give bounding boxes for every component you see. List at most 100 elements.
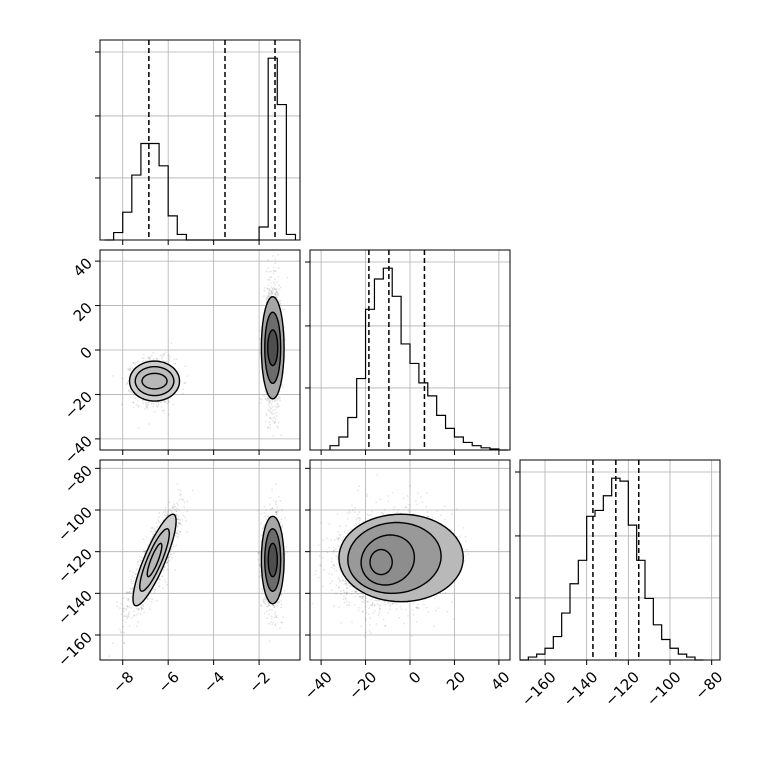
scatter-point <box>276 405 279 408</box>
scatter-point <box>179 530 181 533</box>
scatter-point <box>265 414 268 417</box>
scatter-point <box>259 397 262 400</box>
scatter-point <box>280 518 283 521</box>
scatter-point <box>276 402 279 405</box>
scatter-point <box>177 515 180 518</box>
scatter-point <box>123 607 125 610</box>
scatter-point <box>275 288 278 291</box>
scatter-point <box>272 288 274 291</box>
scatter-point <box>130 390 133 393</box>
scatter-point <box>164 401 167 404</box>
scatter-point <box>272 255 274 257</box>
scatter-point <box>149 540 152 542</box>
scatter-point <box>108 655 111 657</box>
scatter-point <box>116 605 119 608</box>
scatter-point <box>145 402 147 405</box>
scatter-point <box>268 613 270 616</box>
scatter-point <box>129 369 132 372</box>
scatter-point <box>274 262 277 265</box>
scatter-point <box>276 604 278 607</box>
scatter-point <box>163 400 166 402</box>
scatter-point <box>146 359 149 362</box>
scatter-point <box>132 401 135 403</box>
scatter-point <box>266 287 269 290</box>
scatter-point <box>130 606 133 609</box>
scatter-point <box>148 359 151 362</box>
scatter-point <box>275 291 278 294</box>
scatter-point <box>279 396 281 399</box>
scatter-point <box>135 573 138 576</box>
scatter-point <box>280 621 283 624</box>
scatter-point <box>161 355 164 358</box>
scatter-point <box>141 556 143 559</box>
scatter-point <box>272 621 275 624</box>
scatter-point <box>259 338 261 340</box>
density-fill <box>142 373 167 389</box>
scatter-point <box>275 513 278 516</box>
scatter-point <box>280 434 283 437</box>
scatter-point <box>268 409 271 412</box>
scatter-point <box>265 298 268 301</box>
scatter-point <box>130 580 133 583</box>
scatter-point <box>181 519 184 521</box>
y-tick-label: −140 <box>54 587 96 629</box>
panel-frame <box>99 39 301 241</box>
scatter-point <box>267 284 269 287</box>
scatter-point <box>134 363 137 366</box>
scatter-point <box>274 270 277 272</box>
scatter-point <box>143 611 146 614</box>
scatter-point <box>274 421 277 423</box>
scatter-point <box>120 403 123 406</box>
scatter-point <box>127 389 130 392</box>
scatter-point <box>121 377 124 380</box>
scatter-point <box>164 566 167 569</box>
contour-line <box>134 366 175 397</box>
scatter-point <box>277 294 280 296</box>
scatter-point <box>271 293 273 295</box>
scatter-point <box>276 293 279 296</box>
scatter-point <box>268 400 271 402</box>
scatter-point <box>270 290 273 292</box>
scatter-point <box>271 292 273 294</box>
scatter-point <box>143 353 145 356</box>
scatter-point <box>182 392 185 395</box>
scatter-point <box>141 357 144 359</box>
x-tick-label: −100 <box>643 668 685 710</box>
density-fill <box>135 366 174 396</box>
scatter-point <box>271 413 274 416</box>
scatter-point <box>278 405 280 407</box>
scatter-point <box>126 382 129 385</box>
scatter-point <box>135 614 138 616</box>
scatter-point <box>268 421 271 424</box>
scatter-point <box>173 503 176 506</box>
scatter-point <box>275 290 278 292</box>
scatter-point <box>155 358 158 360</box>
histogram-panel-p0 <box>95 39 301 245</box>
scatter-point <box>174 362 177 365</box>
scatter-point <box>167 354 170 357</box>
scatter-point <box>266 399 268 401</box>
scatter-point <box>128 391 131 393</box>
scatter-point <box>140 607 143 610</box>
scatter-point <box>170 511 173 513</box>
scatter-point <box>145 406 148 408</box>
scatter-point <box>267 259 269 261</box>
scatter-point <box>158 516 161 518</box>
scatter-point <box>162 355 165 357</box>
scatter-point <box>180 524 182 526</box>
scatter-point <box>131 586 134 589</box>
scatter-point <box>131 367 134 369</box>
scatter-point <box>120 631 122 633</box>
scatter-point <box>267 404 270 406</box>
scatter-point <box>122 615 125 618</box>
scatter-point <box>162 353 165 356</box>
scatter-point <box>151 598 153 601</box>
scatter-point <box>277 396 280 399</box>
scatter-point <box>269 401 271 404</box>
scatter-point <box>177 533 180 535</box>
scatter-point <box>270 617 273 620</box>
scatter-point <box>165 512 167 514</box>
scatter-point <box>162 587 164 590</box>
scatter-point <box>186 500 189 503</box>
scatter-point <box>277 495 280 498</box>
